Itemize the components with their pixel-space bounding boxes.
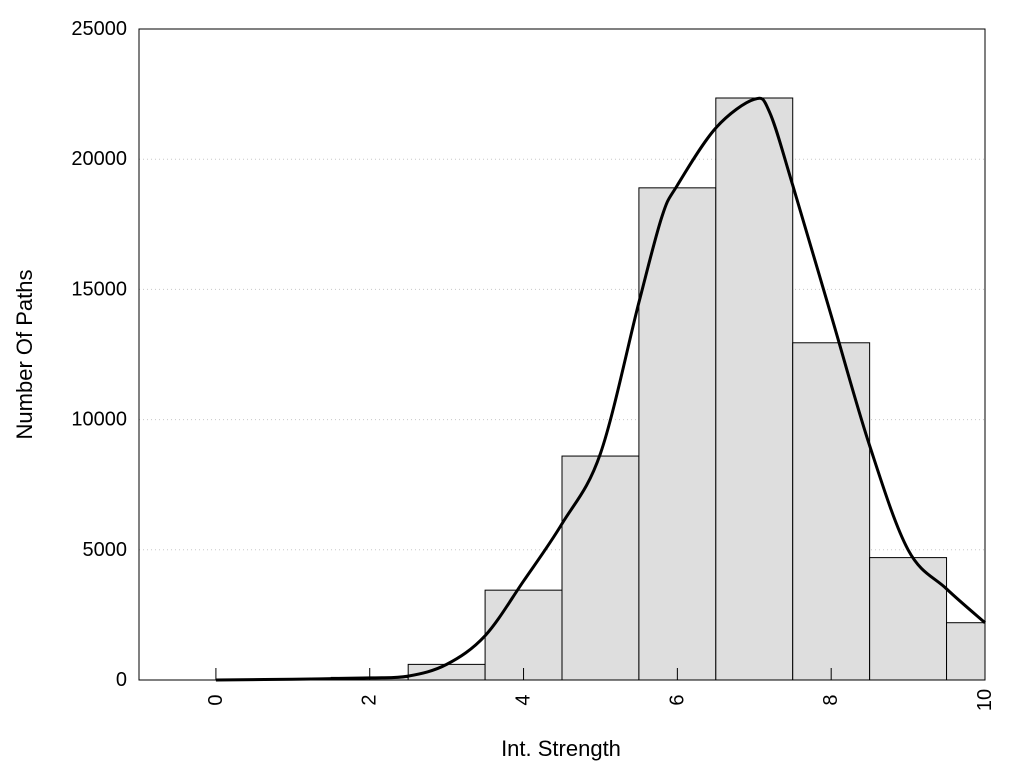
histogram-bar bbox=[561, 455, 640, 681]
y-tick-label: 20000 bbox=[71, 148, 127, 170]
axis-ticks: 0 2 4 6 8 10 0 5000 10000 15000 20000 25000 bbox=[71, 18, 996, 711]
x-tick-label: 2 bbox=[359, 694, 381, 705]
x-tick-label: 0 bbox=[205, 694, 227, 705]
histogram-bar bbox=[946, 622, 986, 681]
y-tick-label: 0 bbox=[116, 669, 127, 691]
y-axis-title: Number Of Paths bbox=[12, 270, 37, 440]
plot-frame bbox=[138, 28, 986, 681]
histogram-bar bbox=[407, 663, 486, 681]
histogram-bar bbox=[715, 97, 794, 681]
y-tick-label: 25000 bbox=[71, 18, 127, 40]
y-tick-label: 5000 bbox=[83, 539, 128, 561]
x-tick-label: 4 bbox=[513, 694, 535, 705]
x-tick-label: 6 bbox=[666, 694, 688, 705]
y-tick-label: 15000 bbox=[71, 278, 127, 300]
density-curve bbox=[215, 96, 986, 682]
y-tick-label: 10000 bbox=[71, 409, 127, 431]
x-tick-label: 8 bbox=[820, 694, 842, 705]
histogram-bar bbox=[792, 342, 871, 681]
x-axis-title: Int. Strength bbox=[501, 736, 621, 761]
x-tick-label: 10 bbox=[974, 689, 996, 711]
bars bbox=[330, 97, 986, 681]
histogram-bar bbox=[484, 589, 563, 681]
histogram-bar bbox=[638, 187, 717, 681]
histogram-bar bbox=[869, 557, 948, 681]
density-curve-layer bbox=[215, 96, 986, 682]
